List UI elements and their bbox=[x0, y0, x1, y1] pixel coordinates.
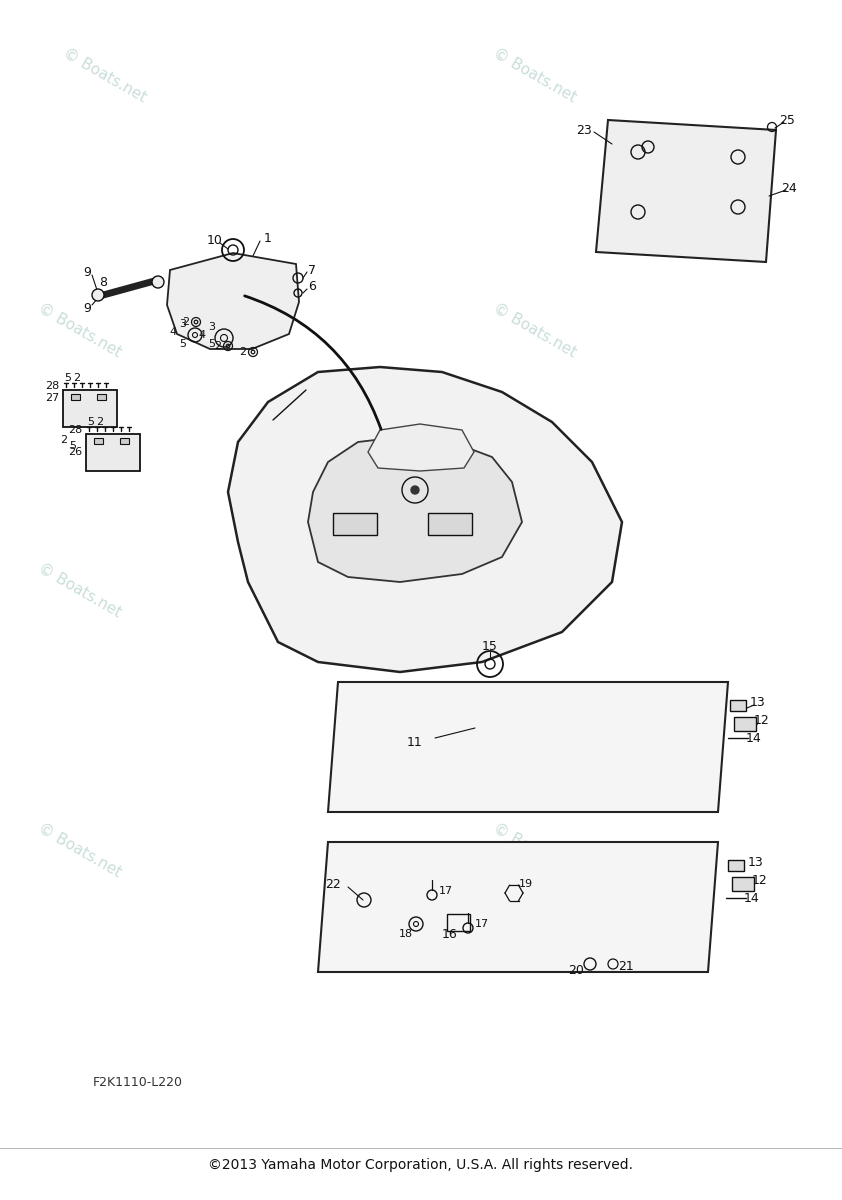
Text: 13: 13 bbox=[750, 696, 766, 708]
Text: 27: 27 bbox=[45, 392, 59, 403]
Circle shape bbox=[411, 486, 419, 494]
Text: 2: 2 bbox=[97, 416, 104, 427]
Text: 4: 4 bbox=[169, 326, 177, 337]
Text: 22: 22 bbox=[325, 877, 341, 890]
Polygon shape bbox=[308, 437, 522, 582]
Text: 1: 1 bbox=[264, 232, 272, 245]
Text: 6: 6 bbox=[308, 281, 316, 294]
Text: © Boats.net: © Boats.net bbox=[491, 560, 579, 620]
Text: 10: 10 bbox=[207, 234, 223, 246]
Text: 7: 7 bbox=[308, 264, 316, 276]
Text: 14: 14 bbox=[744, 892, 759, 905]
Text: 28: 28 bbox=[67, 425, 82, 434]
Text: 23: 23 bbox=[576, 124, 592, 137]
Bar bbox=[71, 394, 80, 400]
Bar bbox=[730, 700, 746, 710]
Text: 9: 9 bbox=[83, 265, 91, 278]
Text: 5: 5 bbox=[65, 373, 72, 383]
Text: © Boats.net: © Boats.net bbox=[491, 46, 579, 104]
Text: 16: 16 bbox=[442, 929, 458, 942]
Bar bbox=[86, 434, 140, 470]
Text: 3: 3 bbox=[179, 319, 186, 329]
Text: 28: 28 bbox=[45, 382, 59, 391]
Polygon shape bbox=[167, 253, 299, 349]
Bar bbox=[447, 914, 470, 931]
Bar bbox=[333, 514, 377, 535]
Text: 19: 19 bbox=[519, 878, 533, 889]
Text: ©2013 Yamaha Motor Corporation, U.S.A. All rights reserved.: ©2013 Yamaha Motor Corporation, U.S.A. A… bbox=[209, 1158, 633, 1172]
Text: 2: 2 bbox=[215, 341, 221, 350]
Text: © Boats.net: © Boats.net bbox=[491, 300, 579, 360]
Text: 20: 20 bbox=[568, 964, 584, 977]
Text: 5: 5 bbox=[70, 440, 77, 451]
Bar bbox=[120, 438, 129, 444]
Text: 5: 5 bbox=[88, 416, 94, 427]
Polygon shape bbox=[328, 682, 728, 812]
Text: © Boats.net: © Boats.net bbox=[36, 300, 124, 360]
Polygon shape bbox=[368, 424, 474, 470]
Bar bbox=[63, 390, 117, 427]
Circle shape bbox=[152, 276, 164, 288]
Text: 5: 5 bbox=[179, 338, 186, 349]
Text: © Boats.net: © Boats.net bbox=[36, 560, 124, 620]
Text: © Boats.net: © Boats.net bbox=[61, 46, 149, 104]
Bar bbox=[728, 860, 744, 871]
Text: 18: 18 bbox=[399, 929, 413, 938]
Text: 17: 17 bbox=[439, 886, 453, 896]
Text: 25: 25 bbox=[779, 114, 795, 126]
Bar bbox=[734, 716, 756, 731]
Text: 15: 15 bbox=[482, 641, 498, 654]
Text: © Boats.net: © Boats.net bbox=[36, 820, 124, 880]
Text: 5: 5 bbox=[209, 338, 216, 349]
Text: 3: 3 bbox=[209, 322, 216, 332]
Text: F2K1110-L220: F2K1110-L220 bbox=[93, 1075, 183, 1088]
Text: 13: 13 bbox=[749, 856, 764, 869]
Bar bbox=[428, 514, 472, 535]
Polygon shape bbox=[228, 367, 622, 672]
Text: 14: 14 bbox=[746, 732, 762, 744]
Polygon shape bbox=[596, 120, 776, 262]
Text: 2: 2 bbox=[73, 373, 81, 383]
Text: 24: 24 bbox=[781, 181, 797, 194]
Text: 17: 17 bbox=[475, 919, 489, 929]
Text: 21: 21 bbox=[618, 960, 634, 973]
Text: 2: 2 bbox=[183, 317, 189, 326]
Text: 12: 12 bbox=[752, 874, 768, 887]
Circle shape bbox=[92, 289, 104, 301]
Text: 2: 2 bbox=[239, 347, 247, 358]
Text: 4: 4 bbox=[199, 330, 205, 340]
Text: 8: 8 bbox=[99, 276, 107, 288]
Text: 11: 11 bbox=[408, 736, 423, 749]
Bar bbox=[94, 438, 103, 444]
Text: 26: 26 bbox=[68, 446, 82, 457]
Text: © Boats.net: © Boats.net bbox=[491, 820, 579, 880]
Polygon shape bbox=[318, 842, 718, 972]
Bar bbox=[97, 394, 106, 400]
Text: 12: 12 bbox=[754, 714, 770, 726]
Bar bbox=[732, 877, 754, 890]
FancyArrowPatch shape bbox=[245, 296, 381, 430]
Text: 2: 2 bbox=[61, 434, 67, 445]
Text: 9: 9 bbox=[83, 301, 91, 314]
